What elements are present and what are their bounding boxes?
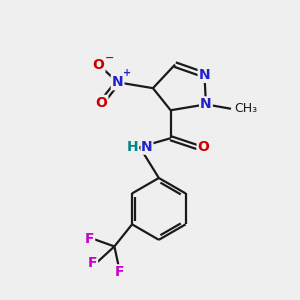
Text: O: O <box>198 140 209 154</box>
Text: +: + <box>124 68 132 78</box>
Text: O: O <box>92 58 104 72</box>
Text: N: N <box>141 140 153 154</box>
Text: N: N <box>199 68 210 82</box>
Text: O: O <box>95 96 107 110</box>
Text: −: − <box>105 53 114 63</box>
Text: F: F <box>115 265 124 279</box>
Text: H: H <box>127 140 138 154</box>
Text: N: N <box>200 98 212 111</box>
Text: CH₃: CH₃ <box>235 102 258 115</box>
Text: F: F <box>88 256 97 270</box>
Text: N: N <box>112 75 123 89</box>
Text: F: F <box>85 232 94 246</box>
